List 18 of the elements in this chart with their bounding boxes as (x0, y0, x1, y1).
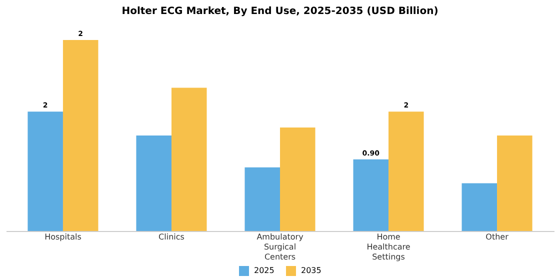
chart-title: Holter ECG Market, By End Use, 2025-2035 (USD Billion) (122, 6, 438, 17)
x-tick-label: Other (486, 232, 510, 242)
bar (171, 88, 207, 231)
legend-label: 2025 (254, 266, 274, 275)
x-tick-label: Ambulatory Surgical Centers (256, 232, 304, 262)
bar (28, 112, 63, 231)
bar (244, 167, 280, 231)
bar (353, 159, 389, 231)
bar (62, 40, 98, 231)
bar (388, 112, 424, 231)
bar (280, 128, 316, 231)
x-tick-label: Clinics (158, 232, 184, 242)
x-tick-label: Hospitals (44, 232, 82, 242)
bar (136, 136, 172, 231)
legend-label: 2035 (301, 266, 322, 275)
x-tick-label: Home Healthcare Settings (366, 232, 410, 262)
bar (497, 136, 532, 231)
bar (462, 183, 498, 231)
